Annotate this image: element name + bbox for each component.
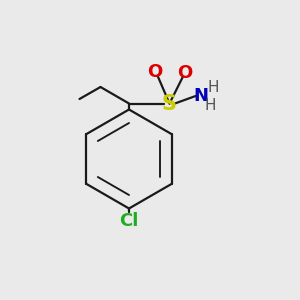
Text: H: H [207, 80, 219, 94]
Text: O: O [147, 63, 162, 81]
Text: N: N [194, 87, 208, 105]
Text: H: H [204, 98, 216, 112]
Text: O: O [177, 64, 192, 82]
Text: S: S [162, 94, 177, 113]
Text: Cl: Cl [119, 212, 139, 230]
